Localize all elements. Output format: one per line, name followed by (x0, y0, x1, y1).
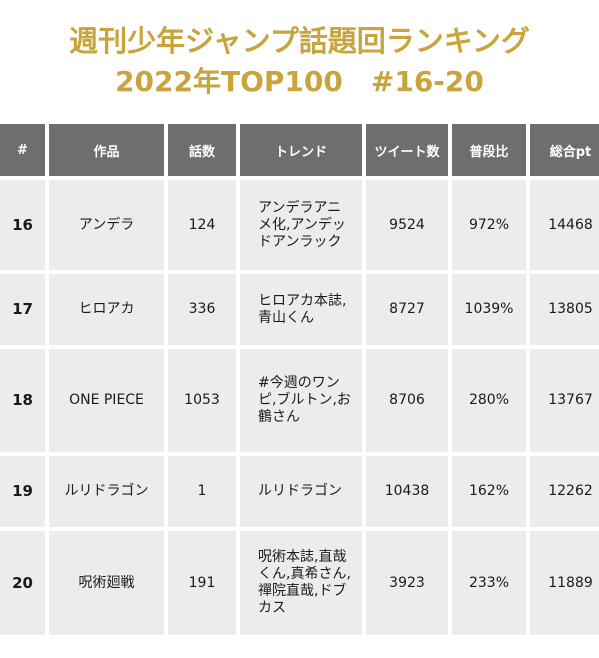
points-cell: 14468 (530, 180, 599, 270)
trend-cell: 呪術本誌,直哉くん,真希さん,禪院直哉,ドブカス (240, 531, 362, 635)
tweets-cell: 8706 (366, 349, 448, 452)
header-work: 作品 (49, 124, 164, 176)
points-cell: 11889 (530, 531, 599, 635)
work-cell: ルリドラゴン (49, 456, 164, 527)
table-row: 17 ヒロアカ 336 ヒロアカ本誌,青山くん 8727 1039% 13805 (0, 274, 599, 345)
work-cell: ヒロアカ (49, 274, 164, 345)
header-trend: トレンド (240, 124, 362, 176)
trend-cell: アンデラアニメ化,アンデッドアンラック (240, 180, 362, 270)
header-episode: 話数 (168, 124, 236, 176)
ratio-cell: 162% (452, 456, 526, 527)
table-row: 20 呪術廻戦 191 呪術本誌,直哉くん,真希さん,禪院直哉,ドブカス 392… (0, 531, 599, 635)
table-row: 19 ルリドラゴン 1 ルリドラゴン 10438 162% 12262 (0, 456, 599, 527)
table-row: 16 アンデラ 124 アンデラアニメ化,アンデッドアンラック 9524 972… (0, 180, 599, 270)
episode-cell: 191 (168, 531, 236, 635)
points-cell: 12262 (530, 456, 599, 527)
tweets-cell: 3923 (366, 531, 448, 635)
work-cell: ONE PIECE (49, 349, 164, 452)
header-points: 総合pt (530, 124, 599, 176)
rank-cell: 16 (0, 180, 45, 270)
header-ratio: 普段比 (452, 124, 526, 176)
trend-cell: ルリドラゴン (240, 456, 362, 527)
ratio-cell: 233% (452, 531, 526, 635)
tweets-cell: 10438 (366, 456, 448, 527)
header-tweets: ツイート数 (366, 124, 448, 176)
work-cell: 呪術廻戦 (49, 531, 164, 635)
ratio-cell: 972% (452, 180, 526, 270)
trend-cell: ヒロアカ本誌,青山くん (240, 274, 362, 345)
table-row: 18 ONE PIECE 1053 #今週のワンピ,ブルトン,お鶴さん 8706… (0, 349, 599, 452)
ratio-cell: 280% (452, 349, 526, 452)
trend-cell: #今週のワンピ,ブルトン,お鶴さん (240, 349, 362, 452)
episode-cell: 1053 (168, 349, 236, 452)
points-cell: 13805 (530, 274, 599, 345)
rank-cell: 17 (0, 274, 45, 345)
episode-cell: 1 (168, 456, 236, 527)
ranking-table: # 作品 話数 トレンド ツイート数 普段比 総合pt 16 アンデラ 124 … (0, 120, 599, 639)
rank-cell: 19 (0, 456, 45, 527)
points-cell: 13767 (530, 349, 599, 452)
page-subtitle: 2022年TOP100 #16-20 (115, 65, 484, 98)
header-rank: # (0, 124, 45, 176)
tweets-cell: 9524 (366, 180, 448, 270)
table-header-row: # 作品 話数 トレンド ツイート数 普段比 総合pt (0, 124, 599, 176)
rank-cell: 20 (0, 531, 45, 635)
page-title: 週刊少年ジャンプ話題回ランキング (69, 24, 530, 58)
episode-cell: 336 (168, 274, 236, 345)
rank-cell: 18 (0, 349, 45, 452)
episode-cell: 124 (168, 180, 236, 270)
work-cell: アンデラ (49, 180, 164, 270)
ratio-cell: 1039% (452, 274, 526, 345)
tweets-cell: 8727 (366, 274, 448, 345)
